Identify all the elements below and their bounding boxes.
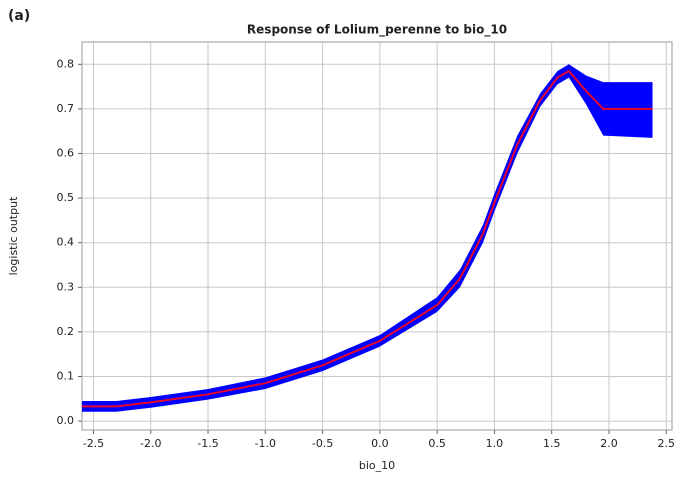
y-axis-label: logistic output <box>7 196 20 275</box>
y-tick-label: 0.5 <box>57 191 75 204</box>
x-tick-label: 1.0 <box>486 437 504 450</box>
y-tick-label: 0.7 <box>57 102 75 115</box>
x-tick-label: 0.5 <box>428 437 446 450</box>
chart-title: Response of Lolium_perenne to bio_10 <box>247 23 507 38</box>
y-tick-label: 0.6 <box>57 146 75 159</box>
plot-area <box>81 41 673 431</box>
x-tick-label: 0.0 <box>371 437 389 450</box>
x-axis-label: bio_10 <box>359 459 395 472</box>
y-tick-label: 0.4 <box>57 236 75 249</box>
panel-label: (a) <box>8 8 30 24</box>
x-tick-label: -0.5 <box>312 437 333 450</box>
x-tick-label: -2.5 <box>83 437 104 450</box>
y-tick-label: 0.8 <box>57 57 75 70</box>
x-tick-label: -1.5 <box>197 437 218 450</box>
x-tick-label: 2.0 <box>600 437 618 450</box>
y-tick-label: 0.0 <box>57 414 75 427</box>
x-tick-label: -1.0 <box>255 437 276 450</box>
sd-band <box>82 64 653 412</box>
y-tick-label: 0.1 <box>57 369 75 382</box>
y-tick-label: 0.2 <box>57 325 75 338</box>
x-tick-label: 2.5 <box>658 437 676 450</box>
x-tick-label: -2.0 <box>140 437 161 450</box>
y-tick-label: 0.3 <box>57 280 75 293</box>
mean-line <box>82 69 653 408</box>
x-tick-label: 1.5 <box>543 437 561 450</box>
